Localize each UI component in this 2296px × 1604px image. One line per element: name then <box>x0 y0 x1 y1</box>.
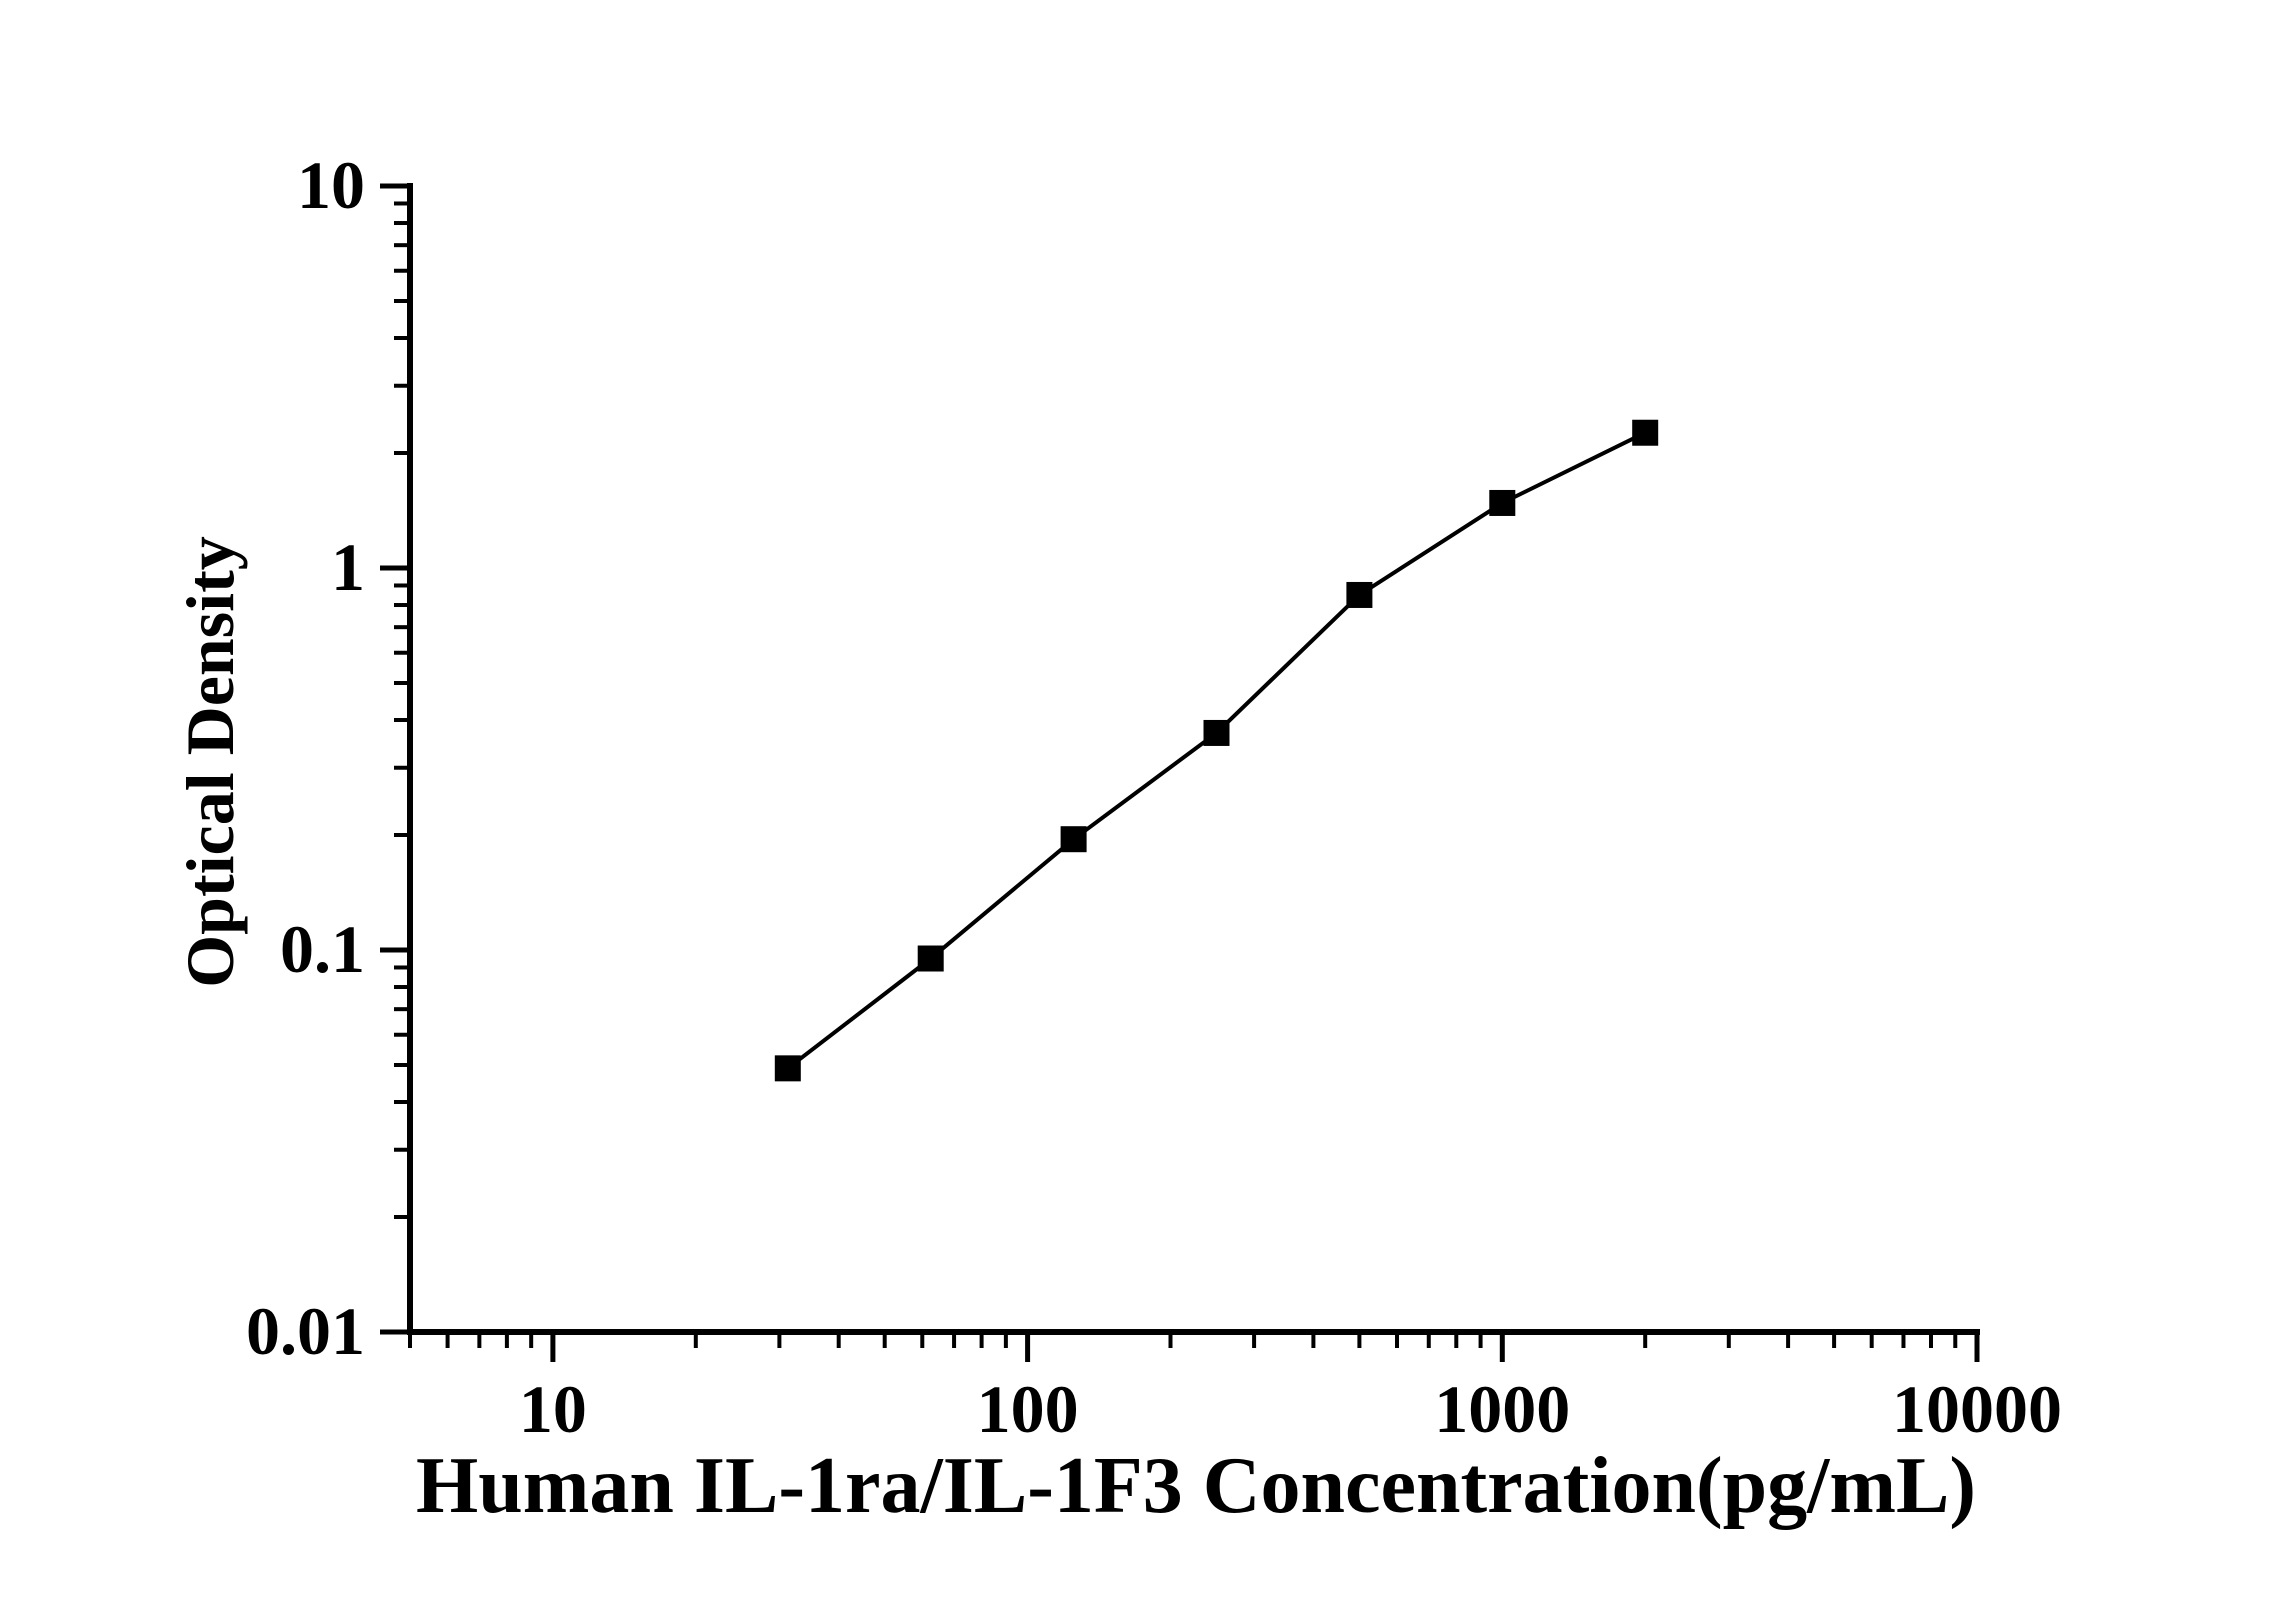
data-point-marker <box>1632 419 1659 446</box>
x-tick-label: 1000 <box>1434 1371 1570 1447</box>
x-tick-label: 100 <box>977 1371 1079 1447</box>
data-point-marker <box>1489 489 1516 516</box>
x-tick-label: 10000 <box>1892 1371 2062 1447</box>
data-point-marker <box>774 1055 801 1082</box>
data-point-marker <box>1346 581 1373 608</box>
data-point-marker <box>1060 826 1087 853</box>
y-tick-label: 10 <box>297 147 365 223</box>
x-tick-label: 10 <box>519 1371 587 1447</box>
y-axis-title: Optical Density <box>172 536 248 987</box>
data-point-marker <box>1203 719 1230 746</box>
axis-frame <box>407 183 1980 1335</box>
y-tick-label: 0.1 <box>280 911 365 987</box>
data-point-marker <box>917 945 944 972</box>
chart-layer: 10 100 1000 10000 0.01 0.1 1 10 <box>246 147 2062 1447</box>
x-axis-title: Human IL-1ra/IL-1F3 Concentration(pg/mL) <box>416 1442 1976 1530</box>
series-line <box>786 430 1647 1070</box>
y-tick-label: 1 <box>331 529 365 605</box>
y-tick-label: 0.01 <box>246 1293 365 1369</box>
